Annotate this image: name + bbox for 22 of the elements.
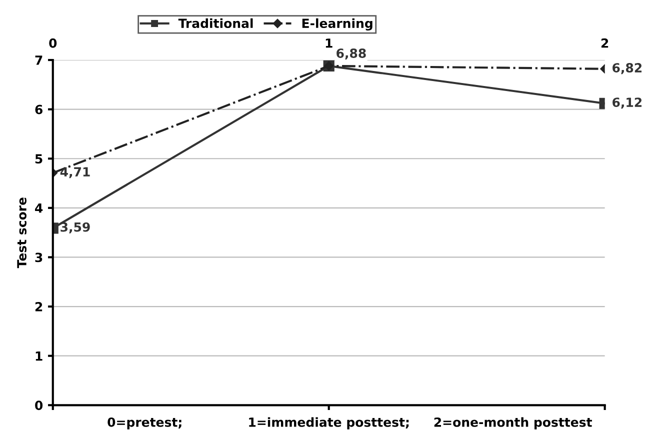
x-tick-label: 1 (326, 38, 332, 48)
x-tick-label: 0 (49, 38, 57, 48)
data-label: 4,71 (60, 167, 90, 178)
data-label: 3,59 (60, 222, 90, 234)
y-tick-label: 5 (35, 154, 42, 164)
y-tick-label: 1 (36, 351, 42, 361)
data-label: 6,82 (612, 63, 642, 74)
y-axis-title: Test score (17, 198, 26, 268)
y-tick-label: 4 (35, 204, 43, 213)
legend-label: E-learning (302, 18, 372, 31)
text: 0=pretest; (108, 417, 182, 430)
text: 1=immediate posttest; (249, 417, 409, 430)
text: 2=one-month posttest (434, 417, 592, 430)
data-label: 6,88 (336, 48, 366, 60)
y-tick-label: 0 (35, 400, 43, 410)
y-tick-label: 2 (35, 302, 42, 312)
x-tick-label: 2 (601, 38, 608, 48)
data-label: 6,12 (612, 98, 642, 109)
y-tick-label: 3 (35, 252, 42, 262)
y-tick-label: 7 (35, 56, 42, 65)
y-tick-label: 6 (35, 104, 42, 114)
legend-label: Traditional (178, 18, 253, 28)
